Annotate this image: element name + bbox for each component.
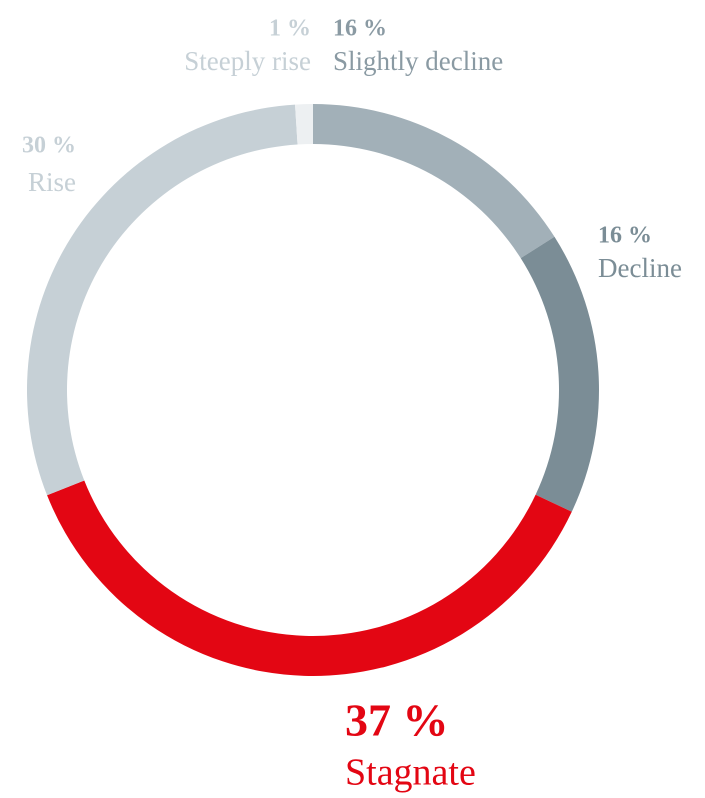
donut-segment	[47, 480, 572, 676]
category-label: Decline	[598, 253, 682, 283]
category-label: Rise	[28, 167, 76, 197]
category-label: Steeply rise	[184, 46, 311, 76]
value-label: 1 %	[269, 16, 311, 42]
donut-segment	[313, 104, 555, 259]
value-label: 30 %	[22, 133, 76, 159]
donut-segment	[520, 236, 599, 512]
category-label: Stagnate	[345, 752, 476, 794]
value-label: 16 %	[333, 16, 387, 42]
category-label: Slightly decline	[333, 46, 503, 76]
value-label: 37 %	[345, 695, 449, 746]
donut-segment	[295, 104, 313, 145]
donut-segment	[26, 104, 298, 496]
value-label: 16 %	[598, 223, 652, 249]
